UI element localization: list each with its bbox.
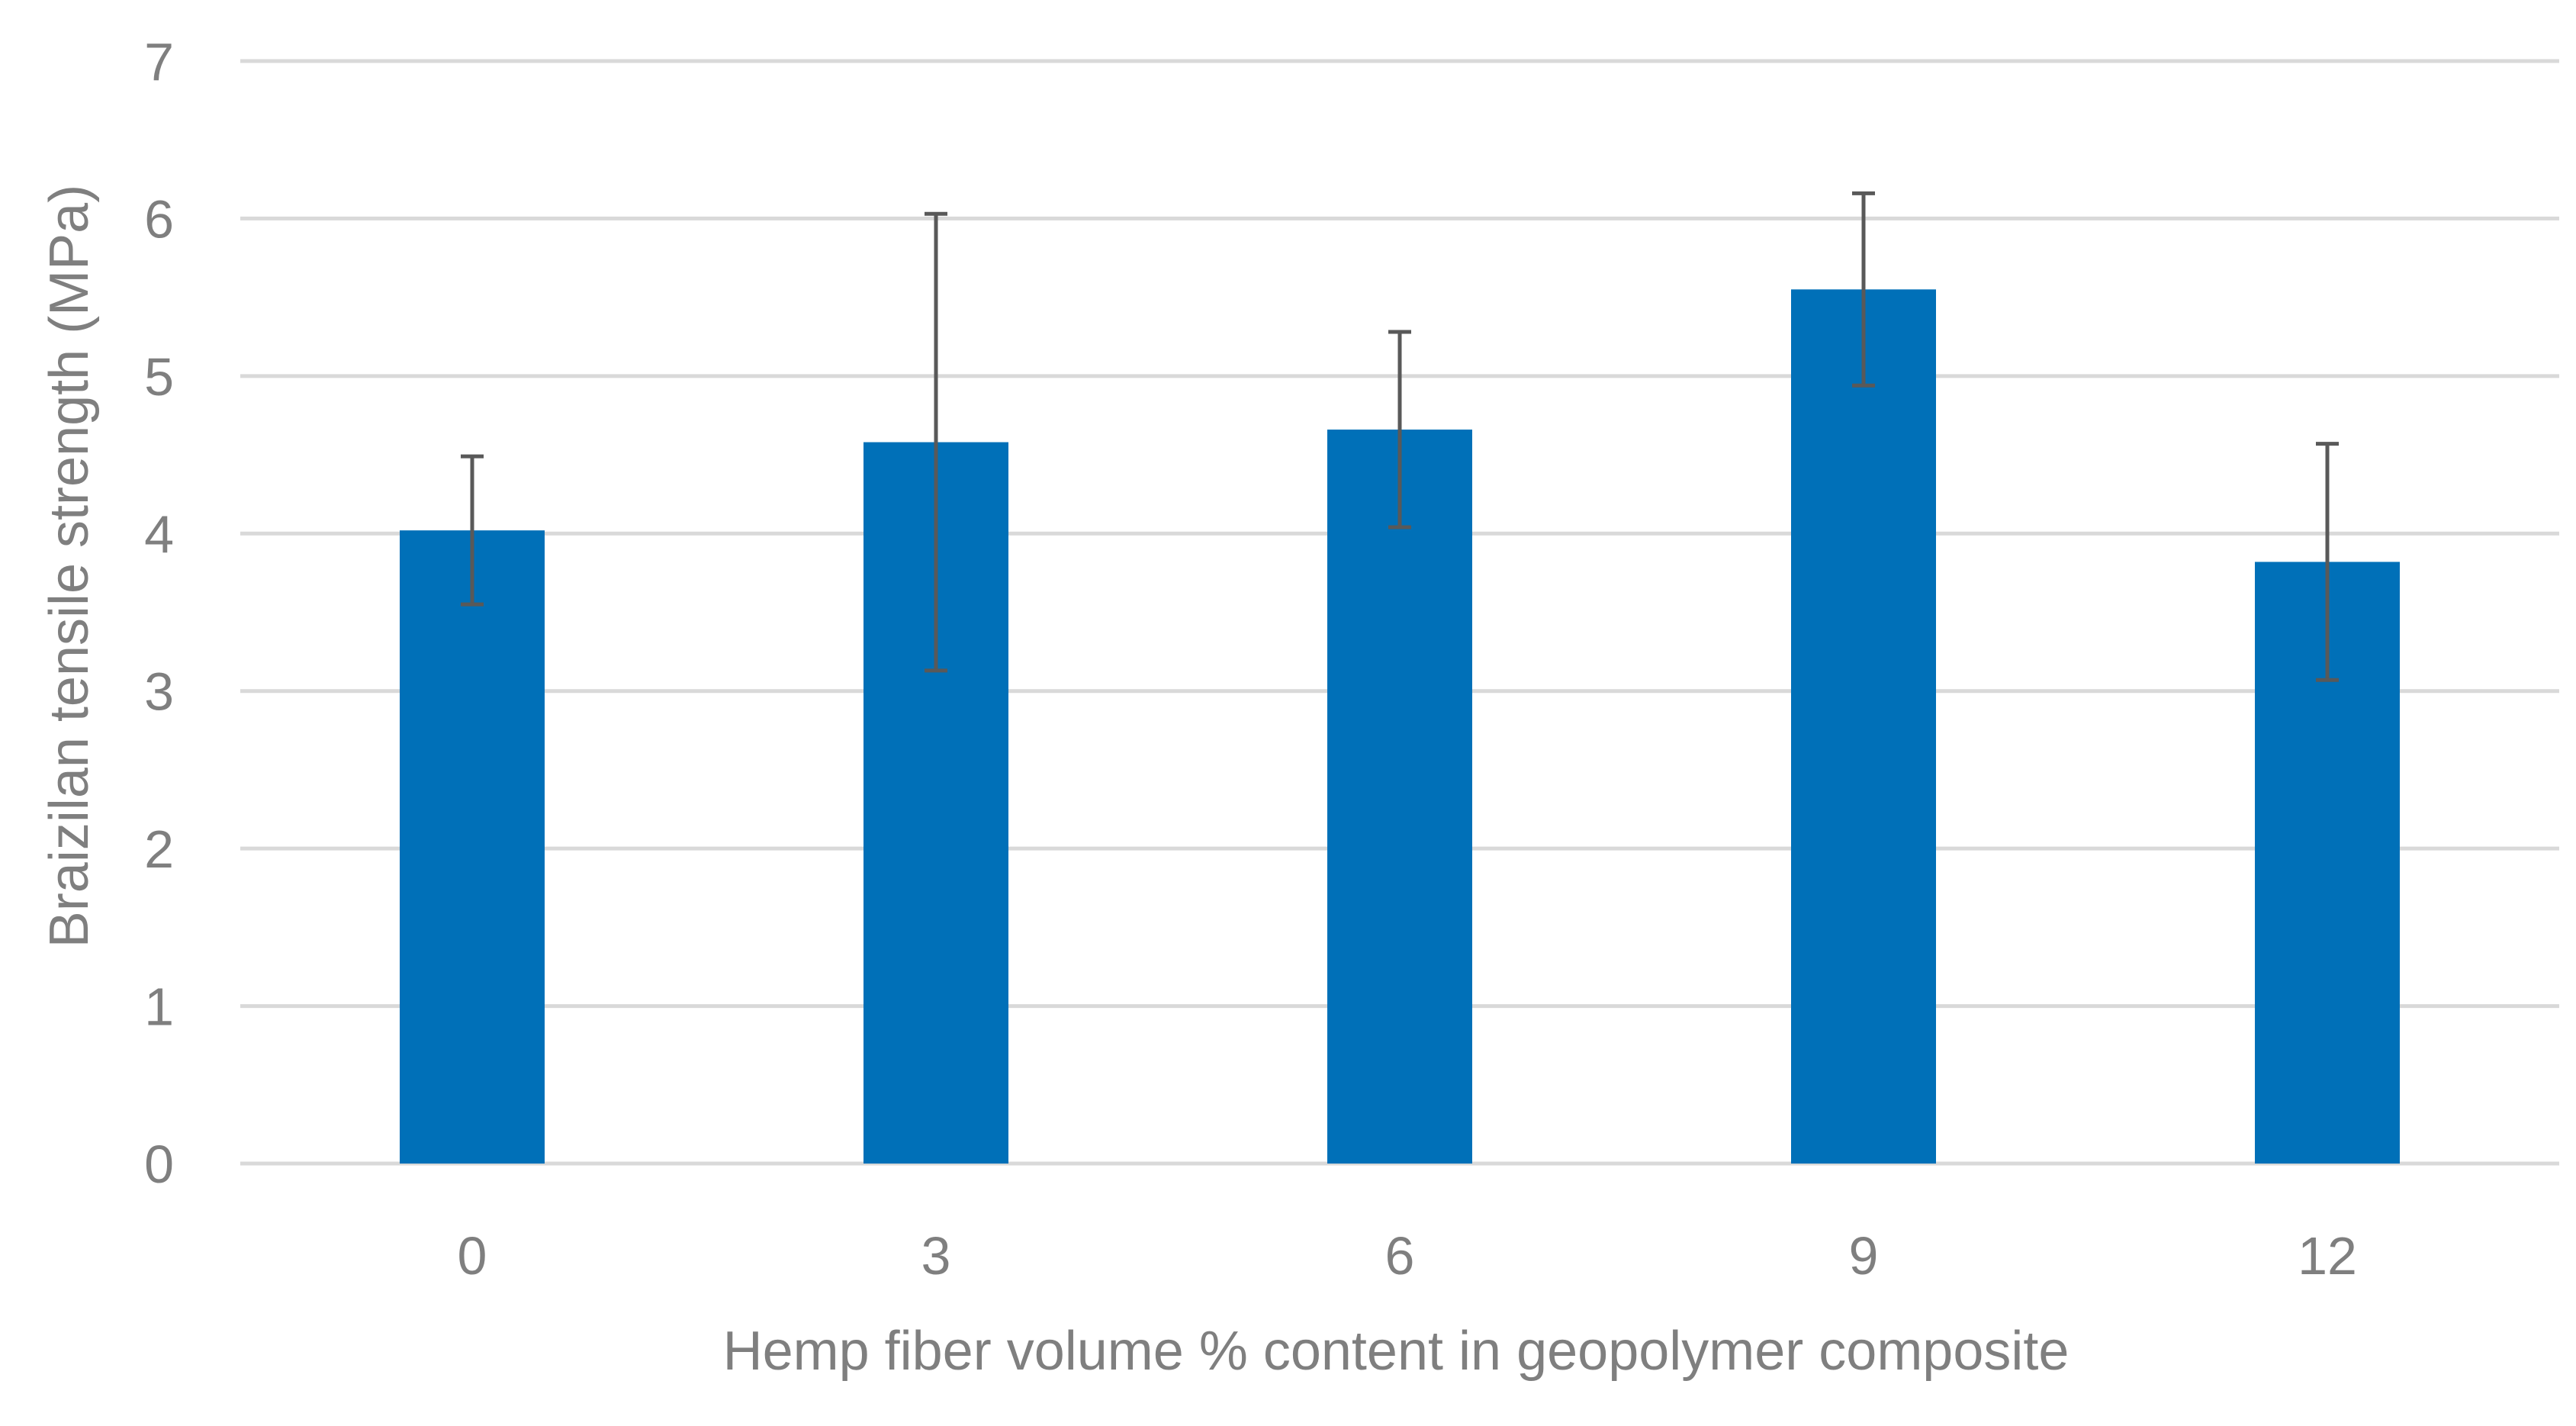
y-tick-label: 6 <box>144 189 174 249</box>
error-bar-3 <box>925 211 947 673</box>
x-tick-label: 9 <box>1849 1226 1879 1286</box>
error-bars <box>461 191 2339 682</box>
bars <box>400 289 2400 1164</box>
bar-0 <box>400 530 545 1164</box>
error-bar-12 <box>2316 442 2339 682</box>
y-tick-label: 7 <box>144 32 174 92</box>
x-tick-label: 12 <box>2298 1226 2357 1286</box>
y-axis-ticks: 0 1 2 3 4 5 6 7 <box>144 32 174 1194</box>
error-bar-0 <box>461 454 484 607</box>
x-tick-label: 6 <box>1385 1226 1415 1286</box>
x-tick-label: 0 <box>458 1226 487 1286</box>
y-axis-title: Braizilan tensile strength (MPa) <box>39 185 100 948</box>
y-tick-label: 4 <box>144 504 174 564</box>
y-tick-label: 5 <box>144 347 174 407</box>
y-tick-label: 2 <box>144 819 174 879</box>
error-bar-9 <box>1852 191 1875 388</box>
y-tick-label: 3 <box>144 662 174 722</box>
y-tick-label: 0 <box>144 1135 174 1194</box>
error-bar-6 <box>1388 330 1411 530</box>
x-axis-ticks: 0 3 6 9 12 <box>458 1226 2357 1286</box>
x-axis-title: Hemp fiber volume % content in geopolyme… <box>723 1321 2069 1382</box>
x-tick-label: 3 <box>921 1226 951 1286</box>
bar-6 <box>1327 430 1472 1164</box>
y-tick-label: 1 <box>144 977 174 1037</box>
bar-9 <box>1791 289 1936 1164</box>
